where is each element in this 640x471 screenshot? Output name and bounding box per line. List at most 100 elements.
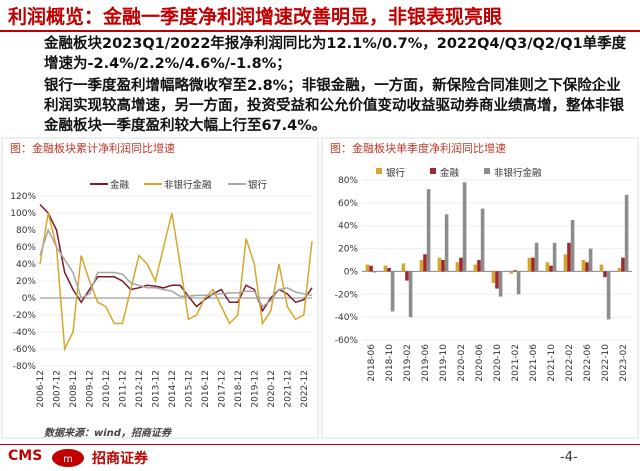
- bar: [585, 262, 589, 272]
- x-tick-label: 2018-12: [234, 370, 244, 408]
- bar: [516, 271, 521, 295]
- bar: [552, 242, 557, 272]
- bar: [437, 257, 442, 272]
- y-tick-label: -20%: [335, 290, 359, 300]
- logo-icon: m: [52, 449, 84, 467]
- svg-text:m: m: [63, 454, 73, 465]
- x-tick-label: 2008-12: [69, 370, 79, 408]
- bar: [405, 271, 409, 281]
- y-tick-label: 0%: [22, 294, 37, 304]
- y-tick-label: 20%: [16, 277, 36, 287]
- bar: [369, 265, 373, 272]
- x-tick-label: 2009-12: [85, 370, 95, 408]
- legend-label: 非银行金融: [494, 167, 542, 179]
- x-tick-label: 2020-06: [475, 344, 485, 382]
- x-tick-label: 2023-02: [619, 344, 629, 382]
- bar: [563, 254, 568, 272]
- y-tick-label: -60%: [335, 336, 359, 346]
- y-tick-label: -80%: [13, 362, 37, 372]
- bar: [365, 264, 370, 272]
- x-tick-label: 2012-12: [135, 370, 145, 408]
- x-tick-label: 2021-12: [283, 370, 293, 408]
- page-number: -4-: [560, 450, 578, 465]
- x-tick-label: 2020-02: [457, 344, 467, 382]
- bar: [509, 271, 514, 274]
- y-tick-label: 120%: [10, 192, 36, 202]
- x-tick-label: 2011-12: [118, 370, 128, 408]
- y-tick-label: 80%: [16, 226, 36, 236]
- bar: [459, 257, 463, 272]
- bar: [423, 254, 427, 272]
- y-tick-label: -40%: [335, 313, 359, 323]
- legend-label: 金融: [440, 167, 460, 179]
- legend-swatch: [484, 168, 490, 174]
- bar: [527, 257, 532, 272]
- bar: [401, 263, 406, 272]
- x-tick-label: 2019-12: [250, 370, 260, 408]
- legend-label: 银行: [248, 179, 268, 191]
- y-tick-label: -60%: [13, 345, 37, 355]
- bar: [419, 260, 424, 272]
- bar: [477, 260, 481, 272]
- panel: [321, 137, 639, 439]
- x-tick-label: 2013-12: [151, 370, 161, 408]
- bar: [549, 265, 553, 272]
- bar: [621, 257, 625, 272]
- bar: [498, 271, 503, 297]
- chart-title: 图：金融板块单季度净利润同比增速: [330, 141, 506, 155]
- x-tick-label: 2019-10: [439, 344, 449, 382]
- bar: [491, 271, 496, 283]
- x-tick-label: 2021-10: [547, 344, 557, 382]
- title-rule: [0, 30, 640, 32]
- x-tick-label: 2017-12: [217, 370, 227, 408]
- x-tick-label: 2022-06: [583, 344, 593, 382]
- bar: [441, 260, 445, 272]
- y-tick-label: 80%: [338, 176, 358, 186]
- x-tick-label: 2016-12: [201, 370, 211, 408]
- x-tick-label: 2022-02: [565, 344, 575, 382]
- bar: [545, 262, 550, 272]
- y-tick-label: 100%: [10, 209, 36, 219]
- paragraph: 金融板块2023Q1/2022年报净利润同比为12.1%/0.7%，2022Q4…: [44, 36, 627, 72]
- y-tick-label: -20%: [13, 311, 37, 321]
- x-tick-label: 2015-12: [184, 370, 194, 408]
- bar: [531, 257, 535, 272]
- x-tick-label: 2019-02: [403, 344, 413, 382]
- legend-label: 金融: [110, 179, 130, 191]
- source: 数据来源：wind，招商证券: [44, 428, 171, 439]
- y-tick-label: 60%: [338, 199, 358, 209]
- x-tick-label: 2010-12: [102, 370, 112, 408]
- chart-title: 图：金融板块累计净利润同比增速: [10, 141, 175, 155]
- bar: [581, 260, 586, 272]
- x-tick-label: 2020-12: [267, 370, 277, 408]
- x-tick-label: 2018-06: [367, 344, 377, 382]
- bar: [570, 220, 575, 272]
- bar: [588, 248, 593, 272]
- bar: [383, 265, 388, 272]
- x-tick-label: 2022-10: [601, 344, 611, 382]
- legend-swatch: [430, 168, 436, 174]
- bar: [426, 189, 431, 272]
- legend-label: 非银行金融: [164, 179, 212, 191]
- x-tick-label: 2014-12: [168, 370, 178, 408]
- bar: [387, 268, 391, 272]
- bar: [480, 208, 485, 272]
- paragraph: 银行一季度盈利增幅略微收窄至2.8%；非银金融，一方面，新保险合同准则之下保险企…: [44, 78, 624, 134]
- bar: [372, 271, 377, 273]
- bar: [617, 268, 622, 272]
- bar: [534, 242, 539, 272]
- x-tick-label: 2006-12: [36, 370, 46, 408]
- company: 招商证券: [92, 451, 148, 467]
- bar: [473, 264, 478, 272]
- bar: [567, 242, 571, 272]
- line-series: [39, 212, 313, 352]
- bar: [513, 270, 517, 272]
- y-tick-label: 60%: [16, 243, 36, 253]
- bar: [495, 271, 499, 289]
- x-tick-label: 2021-06: [529, 344, 539, 382]
- x-tick-label: 2019-06: [421, 344, 431, 382]
- bar: [603, 271, 607, 278]
- slide-title: 利润概览：金融一季度净利润增速改善明显，非银表现亮眼: [8, 6, 503, 28]
- charts: 图：金融板块累计净利润同比增速 -80% -60% -40% -20% 0% 20% 40% 6…: [1, 137, 639, 439]
- y-tick-label: 20%: [338, 245, 358, 255]
